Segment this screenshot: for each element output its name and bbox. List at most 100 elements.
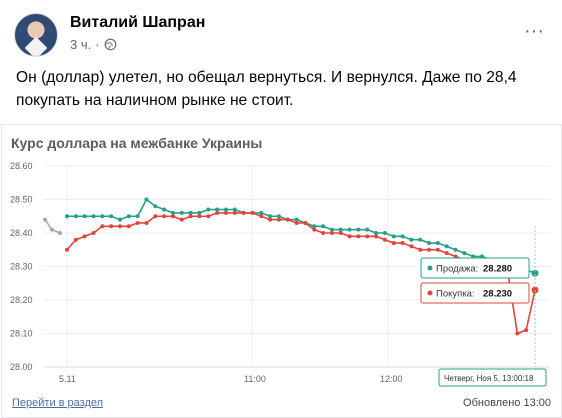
sell-point: [462, 251, 467, 256]
sell-point: [453, 247, 458, 252]
author-avatar[interactable]: [14, 13, 58, 57]
time-tooltip-label: Четверг, Ноя 5, 13:00:18: [444, 374, 534, 383]
sell-point: [480, 254, 485, 259]
sell-point: [471, 254, 476, 259]
sell-point: [91, 214, 96, 219]
buy-point: [206, 214, 211, 219]
buy-point: [223, 210, 228, 215]
buy-tooltip-label: Покупка:: [436, 289, 475, 300]
x-tick-label: 12:00: [380, 374, 403, 384]
buy-point: [170, 214, 175, 219]
buy-point: [73, 237, 78, 242]
sell-point: [65, 214, 69, 219]
sell-point: [162, 207, 167, 212]
sell-point: [418, 237, 423, 242]
buy-point: [365, 234, 370, 239]
updated-time: Обновлено 13:00: [463, 397, 551, 409]
buy-point: [82, 234, 87, 239]
buy-point: [117, 224, 122, 229]
sell-point: [188, 210, 193, 215]
rate-widget[interactable]: Курс доллара на межбанке Украины 28.60 28…: [1, 124, 562, 418]
sell-point: [179, 210, 184, 215]
sell-point: [338, 227, 343, 232]
sell-point: [117, 217, 122, 222]
sell-point: [153, 204, 158, 209]
buy-point: [453, 254, 458, 259]
sell-point: [374, 231, 379, 235]
buy-point: [329, 231, 334, 235]
buy-point: [391, 241, 396, 246]
buy-point: [109, 224, 114, 229]
buy-point: [312, 227, 317, 232]
sell-point: [444, 244, 449, 249]
buy-point: [65, 247, 69, 252]
buy-point: [188, 214, 193, 219]
buy-point: [356, 234, 361, 239]
buy-point: [197, 214, 202, 219]
buy-tooltip-value: 28.230: [483, 289, 512, 300]
buy-point: [268, 217, 273, 222]
sell-point: [365, 227, 370, 232]
author-name[interactable]: Виталий Шапран: [70, 14, 206, 31]
x-tick-label: 5.11: [59, 374, 76, 384]
buy-tooltip-box: [420, 282, 530, 304]
sell-point: [329, 227, 334, 232]
sell-point: [312, 224, 317, 229]
y-tick-label: 28.10: [10, 329, 33, 339]
sell-point: [197, 210, 202, 215]
sell-point: [321, 224, 326, 229]
buy-point: [232, 210, 237, 215]
sell-tooltip-value: 28.280: [483, 264, 512, 275]
previous-day-point: [58, 231, 62, 235]
buy-point: [126, 224, 131, 229]
sell-point: [435, 241, 440, 246]
y-tick-label: 28.20: [10, 295, 33, 305]
buy-point: [153, 214, 158, 219]
buy-point: [374, 234, 379, 239]
buy-point: [427, 247, 432, 252]
buy-point: [100, 224, 105, 229]
buy-point: [303, 220, 308, 225]
sell-point: [223, 207, 228, 212]
buy-point: [444, 251, 449, 256]
y-tick-label: 28.60: [10, 161, 33, 171]
previous-day-point: [43, 217, 47, 222]
buy-point: [347, 234, 352, 239]
sell-point: [268, 214, 273, 219]
go-to-section-link[interactable]: Перейти в раздел: [12, 397, 104, 409]
sell-point: [356, 227, 361, 232]
buy-point: [241, 210, 246, 215]
buy-point: [400, 241, 405, 246]
sell-point: [206, 207, 211, 212]
sell-point: [391, 234, 396, 239]
buy-point: [524, 328, 529, 333]
buy-point: [276, 217, 281, 222]
sell-tooltip-marker: [427, 265, 433, 271]
more-options-button[interactable]: ···: [518, 16, 548, 46]
exchange-rate-chart: 28.60 28.50 28.40 28.30 28.20 28.10 28.00 5.11 1…: [10, 161, 550, 387]
buy-tooltip-marker: [427, 290, 433, 296]
post-time[interactable]: 3 ч.: [70, 37, 92, 52]
sell-point: [531, 269, 539, 277]
sell-point: [427, 241, 432, 246]
y-tick-label: 28.50: [10, 195, 33, 205]
buy-point: [215, 210, 220, 215]
sell-point: [215, 207, 220, 212]
globe-icon: [104, 38, 116, 51]
buy-point: [418, 247, 423, 252]
time-tooltip-box: [438, 368, 547, 387]
sell-point: [409, 237, 414, 242]
y-tick-label: 28.00: [10, 362, 33, 372]
buy-point: [91, 231, 96, 235]
sell-point: [347, 227, 352, 232]
buy-point: [531, 286, 539, 294]
x-tick-label: 11:00: [244, 374, 266, 384]
sell-point: [100, 214, 105, 219]
buy-point: [179, 217, 184, 222]
sell-point: [170, 210, 175, 215]
buy-point: [135, 220, 140, 225]
sell-point: [400, 234, 405, 239]
sell-point: [82, 214, 87, 219]
sell-point: [294, 217, 299, 222]
sell-point: [232, 207, 237, 212]
